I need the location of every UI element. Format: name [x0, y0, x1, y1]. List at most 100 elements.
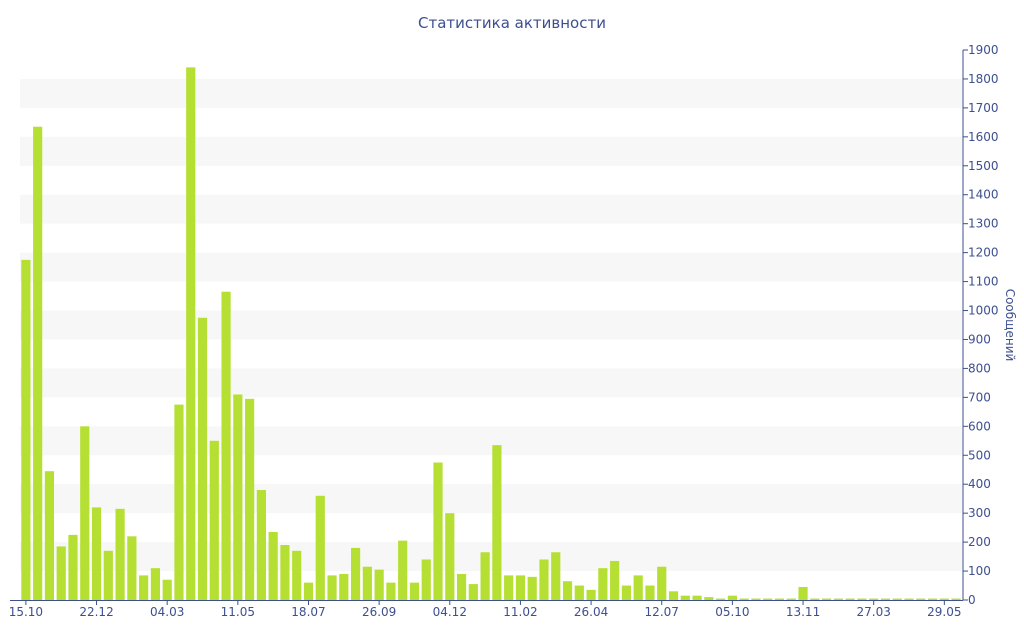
bar[interactable] [315, 495, 325, 600]
y-tick-label: 1800 [968, 72, 999, 86]
bar[interactable] [904, 598, 914, 600]
bar[interactable] [139, 575, 149, 600]
bar[interactable] [256, 490, 266, 600]
bar[interactable] [350, 547, 361, 600]
bar[interactable] [456, 573, 467, 600]
x-tick-label: 18.07 [291, 605, 325, 619]
bar[interactable] [869, 598, 879, 600]
x-tick-label: 13.11 [786, 605, 820, 619]
bar[interactable] [586, 589, 596, 600]
bar[interactable] [786, 598, 796, 600]
bar[interactable] [810, 598, 820, 600]
bar[interactable] [645, 585, 655, 600]
bar[interactable] [562, 581, 573, 600]
bar[interactable] [551, 552, 561, 600]
bar[interactable] [880, 598, 891, 600]
bar[interactable] [80, 426, 90, 600]
bar[interactable] [150, 568, 161, 600]
bar[interactable] [221, 291, 231, 600]
y-tick-label: 800 [968, 361, 991, 375]
bar[interactable] [668, 591, 679, 600]
bar[interactable] [763, 598, 773, 600]
bar[interactable] [857, 598, 867, 600]
y-tick-label: 500 [968, 448, 991, 462]
bar[interactable] [939, 598, 949, 600]
bar[interactable] [892, 598, 902, 600]
grid-band [20, 252, 962, 282]
bar[interactable] [386, 582, 396, 600]
bar[interactable] [56, 546, 66, 600]
y-tick-label: 1100 [968, 275, 999, 289]
x-tick-label: 29.05 [927, 605, 961, 619]
bar[interactable] [115, 508, 125, 600]
bar[interactable] [480, 552, 490, 600]
bar[interactable] [421, 559, 431, 600]
bar[interactable] [433, 462, 443, 601]
bar[interactable] [233, 394, 243, 600]
y-axis-title: Сообщений [1003, 289, 1017, 362]
bar[interactable] [739, 598, 749, 600]
bar[interactable] [774, 598, 785, 600]
bar[interactable] [103, 550, 113, 600]
bar[interactable] [504, 575, 514, 600]
bar[interactable] [951, 598, 961, 600]
bar[interactable] [127, 536, 137, 600]
bar[interactable] [398, 540, 408, 600]
bar[interactable] [927, 598, 938, 600]
bar[interactable] [468, 584, 478, 600]
bar[interactable] [197, 317, 208, 600]
bar[interactable] [33, 126, 43, 601]
bar[interactable] [916, 598, 926, 600]
bar[interactable] [374, 569, 384, 600]
bar[interactable] [527, 576, 537, 600]
bar[interactable] [539, 559, 549, 600]
y-tick-label: 1200 [968, 246, 999, 260]
bar[interactable] [610, 560, 620, 600]
y-tick-label: 400 [968, 477, 991, 491]
bar[interactable] [339, 573, 349, 600]
bar[interactable] [268, 531, 278, 600]
bar[interactable] [362, 566, 372, 600]
y-tick-label: 1600 [968, 130, 999, 144]
bar[interactable] [621, 585, 632, 600]
grid-bands [20, 78, 962, 572]
bar[interactable] [716, 598, 726, 600]
bar[interactable] [174, 404, 184, 600]
bar[interactable] [845, 598, 855, 600]
bar[interactable] [727, 595, 737, 600]
bar[interactable] [245, 398, 255, 600]
bar[interactable] [598, 568, 608, 600]
bar[interactable] [327, 575, 337, 600]
x-tick-label: 04.03 [150, 605, 184, 619]
bar[interactable] [704, 597, 714, 600]
bar[interactable] [821, 598, 832, 600]
bar[interactable] [209, 440, 219, 600]
bar[interactable] [68, 534, 78, 600]
bar[interactable] [162, 579, 172, 600]
bar[interactable] [492, 445, 502, 600]
bar[interactable] [633, 575, 643, 600]
x-tick-label: 05.10 [715, 605, 749, 619]
bar[interactable] [692, 595, 702, 600]
grid-band [20, 136, 962, 166]
bar[interactable] [292, 550, 302, 600]
bar[interactable] [44, 471, 55, 600]
bar[interactable] [798, 586, 808, 600]
bar[interactable] [445, 513, 455, 600]
bar[interactable] [409, 582, 420, 600]
bar[interactable] [574, 585, 584, 600]
bar[interactable] [751, 598, 761, 600]
x-tick-label: 11.05 [221, 605, 255, 619]
bar[interactable] [833, 598, 843, 600]
bar[interactable] [657, 566, 667, 600]
bar[interactable] [186, 67, 196, 601]
bar[interactable] [680, 595, 690, 600]
bar[interactable] [21, 259, 31, 600]
bar[interactable] [91, 507, 102, 600]
bar[interactable] [303, 582, 314, 600]
bar[interactable] [280, 545, 290, 600]
grid-band [20, 310, 962, 340]
grid-band [20, 484, 962, 514]
bar[interactable] [515, 575, 526, 600]
